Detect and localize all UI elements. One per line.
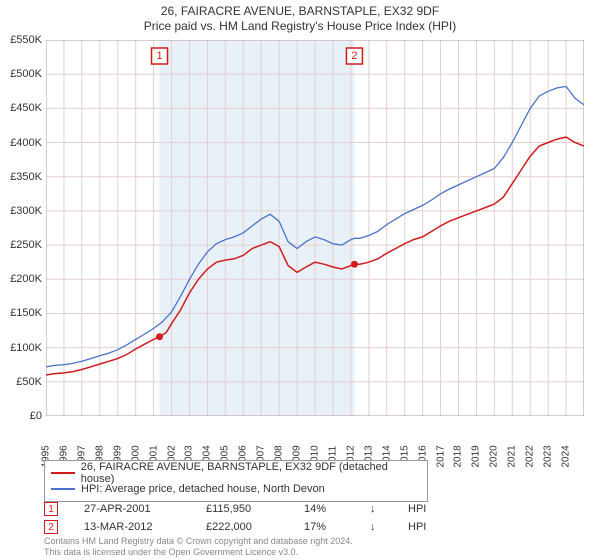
- legend: 26, FAIRACRE AVENUE, BARNSTAPLE, EX32 9D…: [44, 460, 428, 502]
- y-tick-label: £250K: [0, 239, 42, 251]
- x-tick-label: 2021: [507, 440, 518, 468]
- sale-pct-1: 14%: [304, 503, 344, 515]
- y-tick-label: £400K: [0, 137, 42, 149]
- sale-hpi-tag-1: HPI: [408, 503, 436, 515]
- sale-date-2: 13-MAR-2012: [84, 521, 180, 533]
- x-tick-label: 2024: [561, 440, 572, 468]
- sales-row-1: 1 27-APR-2001 £115,950 14% ↓ HPI: [44, 500, 436, 518]
- x-tick-label: 2019: [471, 440, 482, 468]
- sale-hpi-tag-2: HPI: [408, 521, 436, 533]
- y-tick-label: £150K: [0, 307, 42, 319]
- y-tick-label: £100K: [0, 342, 42, 354]
- legend-row-property: 26, FAIRACRE AVENUE, BARNSTAPLE, EX32 9D…: [51, 465, 421, 481]
- sale-marker-2-icon: 2: [44, 520, 58, 534]
- y-tick-label: £200K: [0, 273, 42, 285]
- chart-title-address: 26, FAIRACRE AVENUE, BARNSTAPLE, EX32 9D…: [0, 4, 600, 18]
- chart-container: 26, FAIRACRE AVENUE, BARNSTAPLE, EX32 9D…: [0, 0, 600, 560]
- legend-label-hpi: HPI: Average price, detached house, Nort…: [81, 483, 325, 495]
- x-tick-label: 2020: [489, 440, 500, 468]
- sale-date-1: 27-APR-2001: [84, 503, 180, 515]
- y-tick-label: £550K: [0, 34, 42, 46]
- y-tick-label: £50K: [0, 376, 42, 388]
- sale-pct-2: 17%: [304, 521, 344, 533]
- chart-titles: 26, FAIRACRE AVENUE, BARNSTAPLE, EX32 9D…: [0, 0, 600, 33]
- x-tick-label: 2017: [435, 440, 446, 468]
- y-tick-label: £350K: [0, 171, 42, 183]
- chart-plot-area: 12: [46, 40, 584, 416]
- chart-svg: 12: [46, 40, 584, 416]
- x-tick-label: 2022: [525, 440, 536, 468]
- chart-subtitle: Price paid vs. HM Land Registry's House …: [0, 19, 600, 33]
- y-tick-label: £450K: [0, 102, 42, 114]
- footer-line2: This data is licensed under the Open Gov…: [44, 547, 353, 558]
- y-tick-label: £0: [0, 410, 42, 422]
- down-arrow-icon: ↓: [370, 503, 382, 515]
- sales-table: 1 27-APR-2001 £115,950 14% ↓ HPI 2 13-MA…: [44, 500, 436, 536]
- legend-swatch-hpi: [51, 488, 75, 490]
- x-tick-label: 2023: [543, 440, 554, 468]
- sale-price-2: £222,000: [206, 521, 278, 533]
- footer-attribution: Contains HM Land Registry data © Crown c…: [44, 536, 353, 558]
- legend-label-property: 26, FAIRACRE AVENUE, BARNSTAPLE, EX32 9D…: [81, 461, 421, 485]
- down-arrow-icon: ↓: [370, 521, 382, 533]
- legend-swatch-property: [51, 472, 75, 474]
- svg-text:1: 1: [156, 50, 162, 62]
- y-tick-label: £500K: [0, 68, 42, 80]
- x-tick-label: 2018: [453, 440, 464, 468]
- svg-text:2: 2: [351, 50, 357, 62]
- footer-line1: Contains HM Land Registry data © Crown c…: [44, 536, 353, 547]
- sale-marker-1-icon: 1: [44, 502, 58, 516]
- y-tick-label: £300K: [0, 205, 42, 217]
- sales-row-2: 2 13-MAR-2012 £222,000 17% ↓ HPI: [44, 518, 436, 536]
- sale-price-1: £115,950: [206, 503, 278, 515]
